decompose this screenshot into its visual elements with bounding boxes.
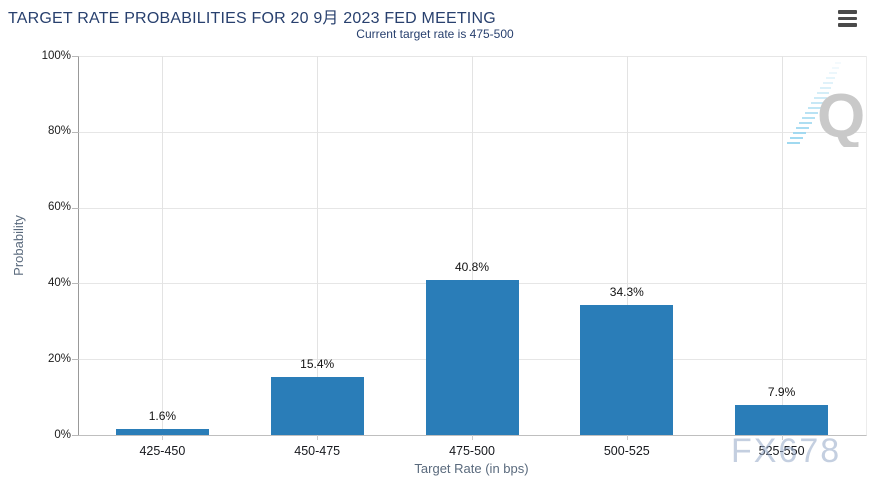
chart-subtitle: Current target rate is 475-500 (356, 27, 514, 41)
x-tick-mark (781, 435, 783, 440)
bar-value-label: 7.9% (767, 385, 796, 400)
x-gridline (626, 56, 628, 435)
y-tick-label: 100% (41, 49, 71, 62)
x-gridline (781, 56, 783, 435)
y-tick-mark (72, 207, 79, 209)
provider-logo-letter: Q (817, 82, 865, 147)
y-tick-label: 0% (54, 428, 71, 441)
bar-425-450[interactable] (115, 428, 209, 435)
x-gridline (317, 56, 319, 435)
x-tick-label: 525-550 (758, 444, 805, 458)
x-gridline (162, 56, 164, 435)
provider-logo-q-icon: Q (787, 62, 865, 147)
x-tick-mark (472, 435, 473, 440)
y-tick-mark (72, 283, 79, 285)
y-tick-label: 80% (47, 125, 71, 138)
x-tick-label: 500-525 (603, 444, 650, 458)
x-tick-mark (626, 435, 628, 440)
bar-value-label: 15.4% (300, 356, 335, 371)
y-tick-mark (72, 131, 79, 133)
y-tick-label: 60% (47, 201, 71, 214)
y-tick-label: 20% (47, 352, 71, 365)
bar-525-550[interactable] (735, 405, 829, 435)
y-tick-mark (72, 435, 79, 436)
bar-value-label: 34.3% (609, 285, 644, 299)
plot-area: 0% 20% 40% 60% 80% 100% 425-450 1.6% 450-475 15.4… (42, 50, 867, 458)
x-axis-title: Target Rate (in bps) (414, 461, 529, 476)
y-tick-label: 40% (47, 276, 71, 289)
chart-title: TARGET RATE PROBABILITIES FOR 20 9月 2023… (8, 10, 496, 27)
y-axis-title: Probability (0, 56, 36, 435)
bar-value-label: 40.8% (454, 260, 490, 275)
x-tick-mark (317, 435, 319, 440)
bar-value-label: 1.6% (148, 408, 177, 423)
bar-475-500[interactable] (425, 280, 519, 435)
x-tick-label: 475-500 (449, 444, 495, 458)
x-tick-mark (162, 435, 164, 440)
x-gridline (472, 56, 473, 435)
y-axis-title-text: Probability (10, 215, 26, 276)
bar-500-525[interactable] (580, 305, 674, 435)
bar-450-475[interactable] (270, 376, 364, 435)
chart-context-menu-button[interactable] (836, 8, 859, 29)
x-tick-label: 425-450 (139, 444, 186, 458)
y-tick-mark (72, 56, 79, 57)
y-tick-mark (72, 359, 79, 361)
hamburger-icon (838, 10, 857, 27)
x-tick-label: 450-475 (294, 444, 341, 458)
